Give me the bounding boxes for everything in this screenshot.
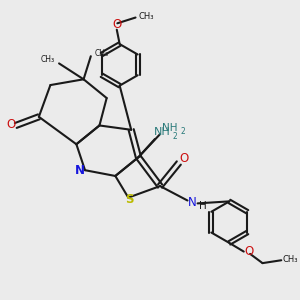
Text: O: O	[244, 245, 254, 258]
Text: S: S	[125, 193, 134, 206]
Text: 2: 2	[173, 132, 178, 141]
Text: N: N	[75, 164, 85, 177]
Text: CH₃: CH₃	[282, 255, 298, 264]
Text: NH: NH	[161, 123, 177, 133]
Text: NH: NH	[154, 127, 171, 137]
Text: CH₃: CH₃	[139, 12, 154, 21]
Text: 2: 2	[181, 127, 185, 136]
Text: CH₃: CH₃	[40, 55, 55, 64]
Text: H: H	[200, 201, 207, 211]
Text: N: N	[188, 196, 197, 209]
Text: O: O	[112, 18, 122, 31]
Text: O: O	[6, 118, 15, 131]
Text: O: O	[179, 152, 189, 165]
Text: CH₃: CH₃	[95, 49, 109, 58]
